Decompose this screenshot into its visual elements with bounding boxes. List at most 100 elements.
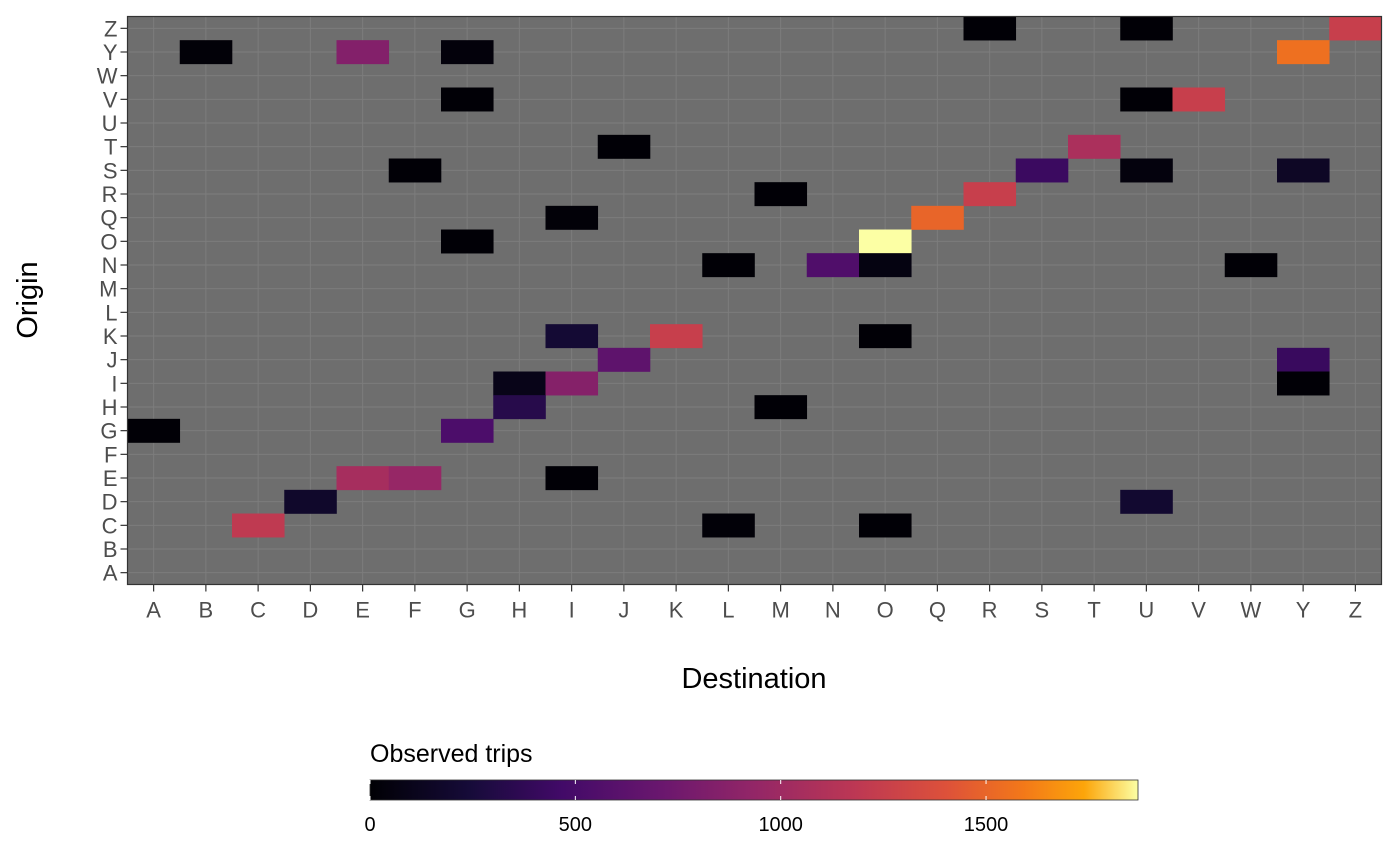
x-tick-label: I xyxy=(569,598,575,623)
x-tick-label: O xyxy=(877,598,894,623)
heatmap-cell-g-g xyxy=(441,418,494,443)
heatmap-cell-j-y xyxy=(1277,347,1330,372)
x-tick-label: Q xyxy=(929,598,946,623)
heatmap-cell-k-k xyxy=(650,324,703,349)
x-tick-label: D xyxy=(302,598,318,623)
legend-ticks: 0 500 1000 1500 xyxy=(364,780,1008,836)
x-tick-label: F xyxy=(408,598,421,623)
x-tick-label: B xyxy=(199,598,214,623)
y-tick-label: K xyxy=(103,324,118,349)
y-tick-label: Q xyxy=(100,206,117,231)
heatmap-cell-n-l xyxy=(702,253,755,278)
legend-tick-label: 0 xyxy=(364,814,375,836)
heatmap-cell-o-o xyxy=(859,229,912,254)
heatmap-cell-r-r xyxy=(963,182,1017,207)
heatmap-cell-z-r xyxy=(963,16,1017,41)
heatmap-cell-d-u xyxy=(1120,489,1173,514)
color-legend: Observed trips 0 500 1000 1500 xyxy=(364,740,1139,836)
x-tick-label: V xyxy=(1191,598,1206,623)
y-tick-label: E xyxy=(103,466,118,491)
heatmap-cell-h-m xyxy=(754,395,808,420)
heatmap-cell-q-q xyxy=(911,205,964,230)
heatmap-cell-c-c xyxy=(232,513,285,538)
heatmap-cell-s-u xyxy=(1120,158,1173,183)
heatmap-cell-t-t xyxy=(1068,134,1121,159)
x-tick-label: H xyxy=(511,598,527,623)
x-tick-label: N xyxy=(825,598,841,623)
legend-colorbar xyxy=(369,779,1139,801)
x-tick-label: E xyxy=(355,598,370,623)
heatmap-cell-c-l xyxy=(702,513,755,538)
y-tick-label: D xyxy=(102,490,118,515)
y-tick-label: S xyxy=(103,158,118,183)
heatmap-cell-z-z xyxy=(1329,16,1382,41)
y-tick-label: J xyxy=(107,348,118,373)
heatmap-cell-s-f xyxy=(388,158,442,183)
y-tick-label: F xyxy=(104,442,117,467)
heatmap-cell-i-h xyxy=(493,371,546,396)
x-tick-label: G xyxy=(459,598,476,623)
x-tick-label: L xyxy=(722,598,734,623)
y-tick-label: I xyxy=(111,371,117,396)
y-tick-label: Y xyxy=(103,40,118,65)
heatmap-cell-v-v xyxy=(1172,87,1226,112)
heatmap-cell-k-o xyxy=(859,324,912,349)
heatmap-cell-g-a xyxy=(127,418,181,443)
heatmap-cell-n-n xyxy=(806,253,860,278)
x-axis-title: Destination xyxy=(681,663,826,695)
y-tick-label: O xyxy=(100,229,117,254)
y-tick-label: U xyxy=(102,111,118,136)
y-tick-label: M xyxy=(99,277,117,302)
heatmap-cell-v-u xyxy=(1120,87,1173,112)
heatmap-cell-j-j xyxy=(597,347,651,372)
heatmap-cell-z-u xyxy=(1120,16,1173,41)
legend-title: Observed trips xyxy=(370,740,533,768)
legend-tick-label: 500 xyxy=(559,814,592,836)
y-tick-label: L xyxy=(105,300,117,325)
x-tick-label: C xyxy=(250,598,266,623)
heatmap-cell-v-g xyxy=(441,87,494,112)
heatmap-cell-q-i xyxy=(545,205,599,230)
y-tick-label: B xyxy=(103,537,118,562)
heatmap-cell-t-j xyxy=(597,134,651,159)
heatmap-cell-h-h xyxy=(493,395,546,420)
heatmap-cell-e-i xyxy=(545,466,599,491)
heatmap-cell-i-i xyxy=(545,371,599,396)
y-tick-label: C xyxy=(102,513,118,538)
x-tick-label: U xyxy=(1138,598,1154,623)
y-tick-label: N xyxy=(102,253,118,278)
y-tick-label: H xyxy=(102,395,118,420)
heatmap-cell-y-g xyxy=(441,40,494,65)
x-tick-label: Z xyxy=(1349,598,1362,623)
x-tick-label: M xyxy=(771,598,789,623)
y-tick-label: Z xyxy=(104,16,117,41)
y-tick-label: G xyxy=(100,419,117,444)
legend-tick-label: 1500 xyxy=(964,814,1009,836)
y-tick-label: W xyxy=(97,64,118,89)
plot-panel-border xyxy=(126,15,1383,586)
legend-tick-label: 1000 xyxy=(758,814,803,836)
heatmap-cell-y-b xyxy=(179,40,233,65)
x-tick-label: W xyxy=(1240,598,1261,623)
x-tick-label: Y xyxy=(1296,598,1311,623)
heatmap-cell-e-e xyxy=(336,466,390,491)
y-tick-label: R xyxy=(102,182,118,207)
heatmap-cell-s-s xyxy=(1015,158,1069,183)
x-tick-label: R xyxy=(982,598,998,623)
heatmap-cell-y-e xyxy=(336,40,390,65)
y-axis-title: Origin xyxy=(12,261,44,338)
heatmap-cell-i-y xyxy=(1277,371,1330,396)
x-tick-label: T xyxy=(1087,598,1100,623)
heatmap-cell-n-w xyxy=(1224,253,1278,278)
y-tick-label: T xyxy=(104,135,117,160)
heatmap-cell-s-y xyxy=(1277,158,1330,183)
x-tick-label: A xyxy=(146,598,161,623)
heatmap-cell-o-g xyxy=(441,229,494,254)
heatmap-cell-k-i xyxy=(545,324,599,349)
heatmap-cell-n-o xyxy=(859,253,912,278)
heatmap-cell-c-o xyxy=(859,513,912,538)
heatmap-cell-y-y xyxy=(1277,40,1330,65)
